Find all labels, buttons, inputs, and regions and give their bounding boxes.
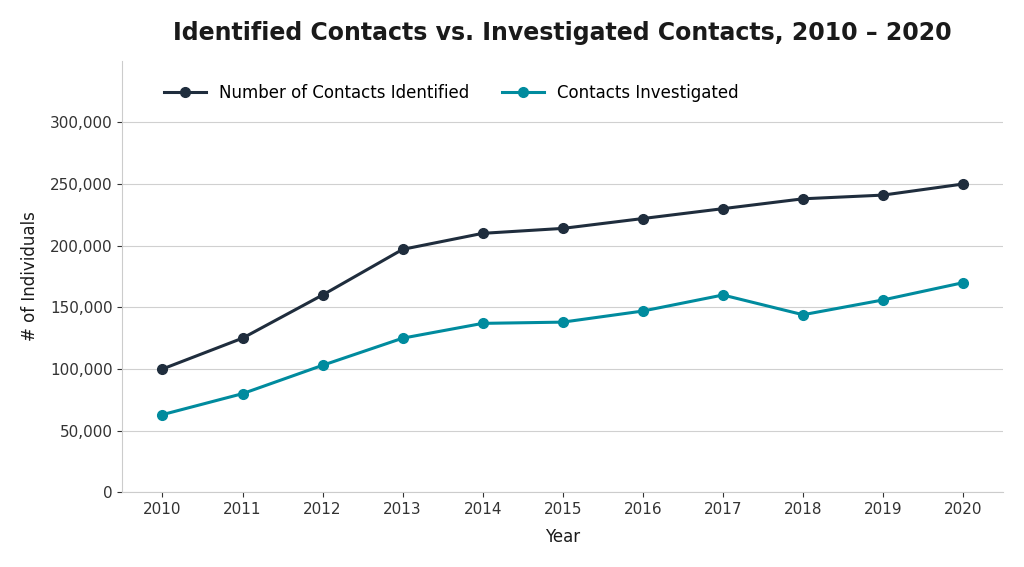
Line: Number of Contacts Identified: Number of Contacts Identified [158,179,968,374]
Number of Contacts Identified [797,196,809,202]
Number of Contacts Identified [237,335,249,341]
Number of Contacts Identified [557,225,569,232]
Contacts Investigated [316,362,329,369]
Contacts Investigated [237,390,249,397]
Legend: Number of Contacts Identified, Contacts Investigated: Number of Contacts Identified, Contacts … [157,78,745,109]
Number of Contacts Identified [157,366,169,373]
Number of Contacts Identified [957,181,970,188]
Number of Contacts Identified [316,291,329,298]
Number of Contacts Identified [877,192,889,198]
Number of Contacts Identified [717,205,729,212]
Number of Contacts Identified [476,230,488,237]
Contacts Investigated [557,319,569,325]
Contacts Investigated [957,280,970,286]
Number of Contacts Identified [637,215,649,222]
Contacts Investigated [476,320,488,327]
Title: Identified Contacts vs. Investigated Contacts, 2010 – 2020: Identified Contacts vs. Investigated Con… [173,21,952,45]
Contacts Investigated [797,311,809,318]
Contacts Investigated [157,411,169,418]
Y-axis label: # of Individuals: # of Individuals [20,211,39,341]
Contacts Investigated [717,291,729,298]
Contacts Investigated [637,308,649,315]
X-axis label: Year: Year [545,528,581,546]
Number of Contacts Identified [396,246,409,253]
Contacts Investigated [396,335,409,341]
Contacts Investigated [877,297,889,303]
Line: Contacts Investigated: Contacts Investigated [158,278,968,420]
